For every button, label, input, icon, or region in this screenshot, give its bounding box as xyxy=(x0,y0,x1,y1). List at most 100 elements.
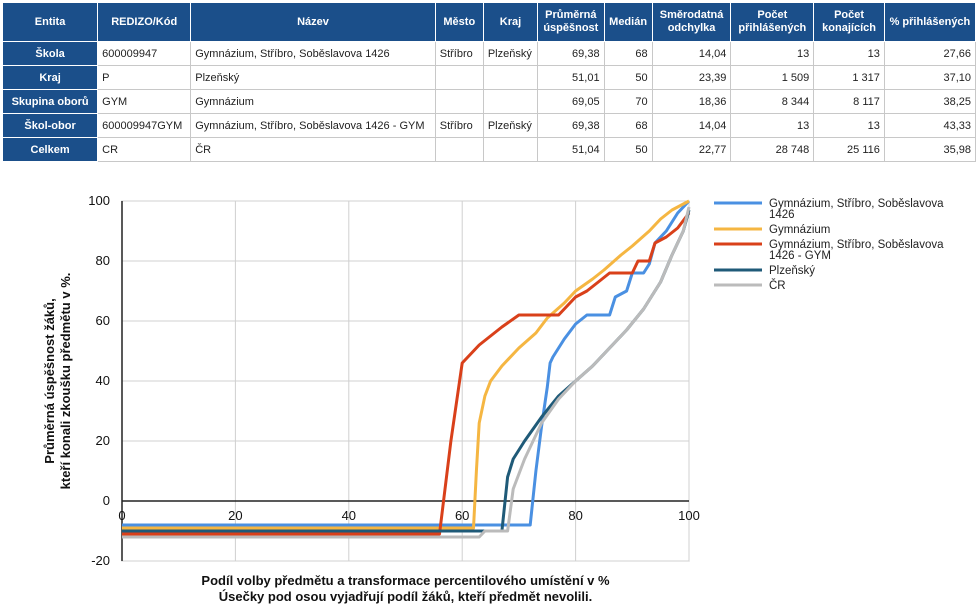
table-cell: Plzeňský xyxy=(482,113,539,138)
table-cell: Gymnázium, Stříbro, Soběslavova 1426 - G… xyxy=(190,113,436,138)
series-line-4 xyxy=(122,206,691,539)
table-cell: 13 xyxy=(813,41,885,66)
legend-entry: 1426 - GYM xyxy=(769,250,831,262)
table-cell: 13 xyxy=(730,41,815,66)
legend-entry: Plzeňský xyxy=(769,265,815,277)
table-cell: 70 xyxy=(603,89,653,114)
table-row: Celkem CR ČR 51,04 50 22,77 28 748 25 116 35,98 xyxy=(1,137,977,162)
x-tick-label: 80 xyxy=(568,508,582,523)
y-tick-label: 100 xyxy=(88,193,110,208)
table-cell: Gymnázium, Stříbro, Soběslavova 1426 xyxy=(190,41,436,66)
table-cell: 18,36 xyxy=(651,89,732,114)
table-cell: 51,04 xyxy=(537,137,605,162)
x-tick-label: 60 xyxy=(455,508,469,523)
row-header-cell: Skupina oborů xyxy=(1,89,99,114)
table-cell xyxy=(434,89,484,114)
table-cell: 1 509 xyxy=(730,65,815,90)
col-header-odchylka: Směrodatná odchylka xyxy=(651,2,732,42)
y-tick-label: 60 xyxy=(96,313,110,328)
col-header-entita: Entita xyxy=(1,2,99,42)
table-row: Skupina oborů GYM Gymnázium 69,05 70 18,36 8 3… xyxy=(1,89,977,114)
table-cell: 69,05 xyxy=(537,89,605,114)
y-axis-label: kteří konali zkoušku předmětu v %. xyxy=(58,273,73,490)
x-tick-label: 20 xyxy=(228,508,242,523)
table-cell: 23,39 xyxy=(651,65,732,90)
table-cell: 22,77 xyxy=(651,137,732,162)
col-header-procento: % přihlášených xyxy=(883,2,977,42)
series-line-2 xyxy=(122,212,691,536)
y-tick-label: -20 xyxy=(91,553,110,568)
table-cell: Stříbro xyxy=(434,41,484,66)
col-header-prumer: Průměrná úspěšnost xyxy=(537,2,605,42)
row-header-cell: Kraj xyxy=(1,65,99,90)
col-header-prihlasenych: Počet přihlášených xyxy=(730,2,815,42)
table-cell: 50 xyxy=(603,65,653,90)
x-tick-label: 0 xyxy=(118,508,125,523)
summary-table: Entita REDIZO/Kód Název Město Kraj Průmě… xyxy=(1,2,977,162)
table-header-row: Entita REDIZO/Kód Název Město Kraj Průmě… xyxy=(1,2,977,42)
table-cell: 38,25 xyxy=(883,89,977,114)
table-row: Škola 600009947 Gymnázium, Stříbro, Soběsl… xyxy=(1,41,977,66)
table-cell: P xyxy=(97,65,192,90)
line-chart: -20 0 20 40 60 80 100 0 20 40 60 80 100 Gymnázium, St… xyxy=(42,193,944,604)
table-cell: 600009947 xyxy=(97,41,192,66)
table-cell xyxy=(482,65,539,90)
legend-entry: Gymnázium, Stříbro, Soběslavova xyxy=(769,198,944,210)
table-cell: 13 xyxy=(813,113,885,138)
x-axis-label: Podíl volby předmětu a transformace perc… xyxy=(201,573,610,588)
table-cell xyxy=(482,89,539,114)
table-cell: 28 748 xyxy=(730,137,815,162)
table-cell: 25 116 xyxy=(813,137,885,162)
x-tick-label: 100 xyxy=(678,508,700,523)
row-header-cell: Škola xyxy=(1,41,99,66)
table-cell: 43,33 xyxy=(883,113,977,138)
row-header-cell: Celkem xyxy=(1,137,99,162)
y-tick-label: 20 xyxy=(96,433,110,448)
table-cell: CR xyxy=(97,137,192,162)
table-cell: 37,10 xyxy=(883,65,977,90)
table-cell: 69,38 xyxy=(537,41,605,66)
legend-entry: Gymnázium, Stříbro, Soběslavova xyxy=(769,239,944,251)
x-axis-label: Úsečky pod osou vyjadřují podíl žáků, kt… xyxy=(219,589,592,604)
table-cell: 35,98 xyxy=(883,137,977,162)
table-cell: ČR xyxy=(190,137,436,162)
table-cell: 51,01 xyxy=(537,65,605,90)
table-cell: 600009947GYM xyxy=(97,113,192,138)
table-cell: Plzeňský xyxy=(190,65,436,90)
y-tick-label: 40 xyxy=(96,373,110,388)
table-cell: 27,66 xyxy=(883,41,977,66)
table-row: Kraj P Plzeňský 51,01 50 23,39 1 509 1 317 37,10 xyxy=(1,65,977,90)
table-cell: 1 317 xyxy=(813,65,885,90)
table-cell: 14,04 xyxy=(651,41,732,66)
col-header-kraj: Kraj xyxy=(482,2,539,42)
table-cell: Gymnázium xyxy=(190,89,436,114)
col-header-nazev: Název xyxy=(190,2,436,42)
table-cell: 50 xyxy=(603,137,653,162)
legend-entry: 1426 xyxy=(769,209,795,221)
x-tick-label: 40 xyxy=(342,508,356,523)
row-header-cell: Škol-obor xyxy=(1,113,99,138)
series-line-1 xyxy=(122,199,690,530)
legend-entry: Gymnázium xyxy=(769,224,830,236)
col-header-mesto: Město xyxy=(434,2,484,42)
col-header-konajicich: Počet konajících xyxy=(813,2,885,42)
table-cell: 14,04 xyxy=(651,113,732,138)
table-cell xyxy=(482,137,539,162)
table-cell: 68 xyxy=(603,113,653,138)
table-cell: Plzeňský xyxy=(482,41,539,66)
y-tick-label: 0 xyxy=(103,493,110,508)
y-axis-label: Průměrná úspěšnost žáků, xyxy=(42,298,57,463)
table-cell xyxy=(434,65,484,90)
table-cell: GYM xyxy=(97,89,192,114)
y-tick-label: 80 xyxy=(96,253,110,268)
col-header-median: Medián xyxy=(603,2,653,42)
table-cell: Stříbro xyxy=(434,113,484,138)
table-cell xyxy=(434,137,484,162)
legend-entry: ČR xyxy=(769,279,786,292)
table-row: Škol-obor 600009947GYM Gymnázium, Stříbro,… xyxy=(1,113,977,138)
table-cell: 69,38 xyxy=(537,113,605,138)
table-cell: 8 117 xyxy=(813,89,885,114)
table-cell: 68 xyxy=(603,41,653,66)
col-header-redizo: REDIZO/Kód xyxy=(97,2,192,42)
table-cell: 8 344 xyxy=(730,89,815,114)
